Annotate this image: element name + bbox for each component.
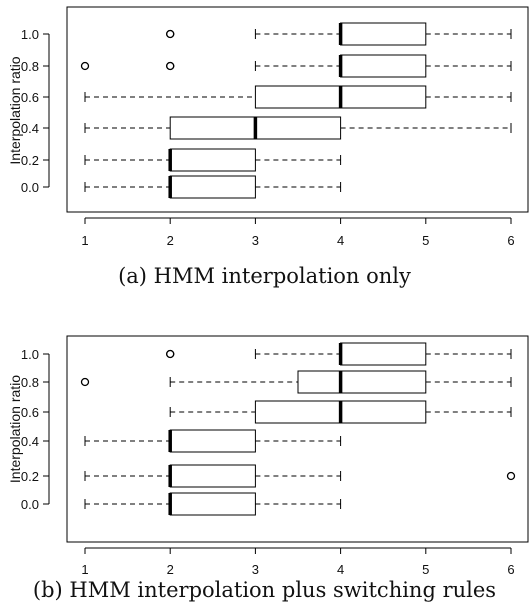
outlier-point [166,29,175,39]
box-0.0 [84,492,342,516]
chart-panel-a: 0.0 0.2 0.4 0.6 0.8 1.0 Interpolation ratio 1 2 3… [0,0,529,300]
plot-frame [66,335,529,543]
y-tick-label: 0.0 [21,180,39,195]
box-0.8 [80,370,512,394]
x-tick-label: 6 [507,562,514,577]
box-0.4 [84,429,342,453]
boxplot-chart-a: 0.0 0.2 0.4 0.6 0.8 1.0 Interpolation ratio 1 2 3… [7,6,529,248]
chart-panel-b: 0.0 0.2 0.4 0.6 0.8 1.0 Interpolation ratio 1 2 3… [0,306,529,612]
box-iqr [169,492,256,516]
outlier-point [166,61,175,71]
box-1.0 [166,22,512,46]
box-0.2 [84,148,342,172]
outlier-point [166,349,175,359]
outlier-point [506,471,516,481]
box-iqr [169,464,256,488]
boxplot-chart-b: 0.0 0.2 0.4 0.6 0.8 1.0 Interpolation ratio 1 2 3… [7,335,529,577]
y-tick-label: 1.0 [21,27,39,42]
caption-b: (b) HMM interpolation plus switching rul… [32,578,497,602]
caption-a: (a) HMM interpolation only [118,264,411,288]
box-0.2 [84,464,516,488]
box-0.4 [84,116,512,140]
y-axis-title: Interpolation ratio [7,56,23,164]
x-tick-label: 6 [507,233,514,248]
box-iqr [340,22,427,46]
box-iqr [340,54,427,78]
y-tick-label: 0.2 [21,153,39,168]
box-iqr [340,342,427,366]
y-tick-label: 0.6 [21,405,39,420]
outlier-point [80,377,90,387]
box-iqr [169,429,256,453]
y-tick-label: 0.8 [21,59,39,74]
box-1.0 [166,342,512,366]
x-tick-label: 4 [337,233,344,248]
box-0.6 [84,85,512,109]
x-tick-label: 1 [81,562,88,577]
x-tick-label: 2 [167,233,174,248]
box-iqr [169,175,256,199]
x-tick-label: 4 [337,562,344,577]
y-tick-label: 0.2 [21,469,39,484]
plot-frame [66,6,529,213]
outlier-point [80,61,90,71]
box-0.6 [169,400,512,424]
y-tick-label: 0.4 [21,121,39,136]
x-tick-label: 3 [252,562,259,577]
x-tick-label: 1 [81,233,88,248]
box-iqr [297,370,427,394]
x-tick-label: 5 [422,562,429,577]
y-tick-label: 1.0 [21,347,39,362]
y-tick-label: 0.6 [21,90,39,105]
x-tick-label: 3 [252,233,259,248]
y-tick-label: 0.0 [21,497,39,512]
box-0.8 [80,54,512,78]
y-tick-label: 0.4 [21,434,39,449]
x-tick-label: 5 [422,233,429,248]
y-tick-label: 0.8 [21,375,39,390]
box-0.0 [84,175,342,199]
y-axis-title: Interpolation ratio [7,375,23,483]
box-iqr [169,148,256,172]
x-tick-label: 2 [167,562,174,577]
